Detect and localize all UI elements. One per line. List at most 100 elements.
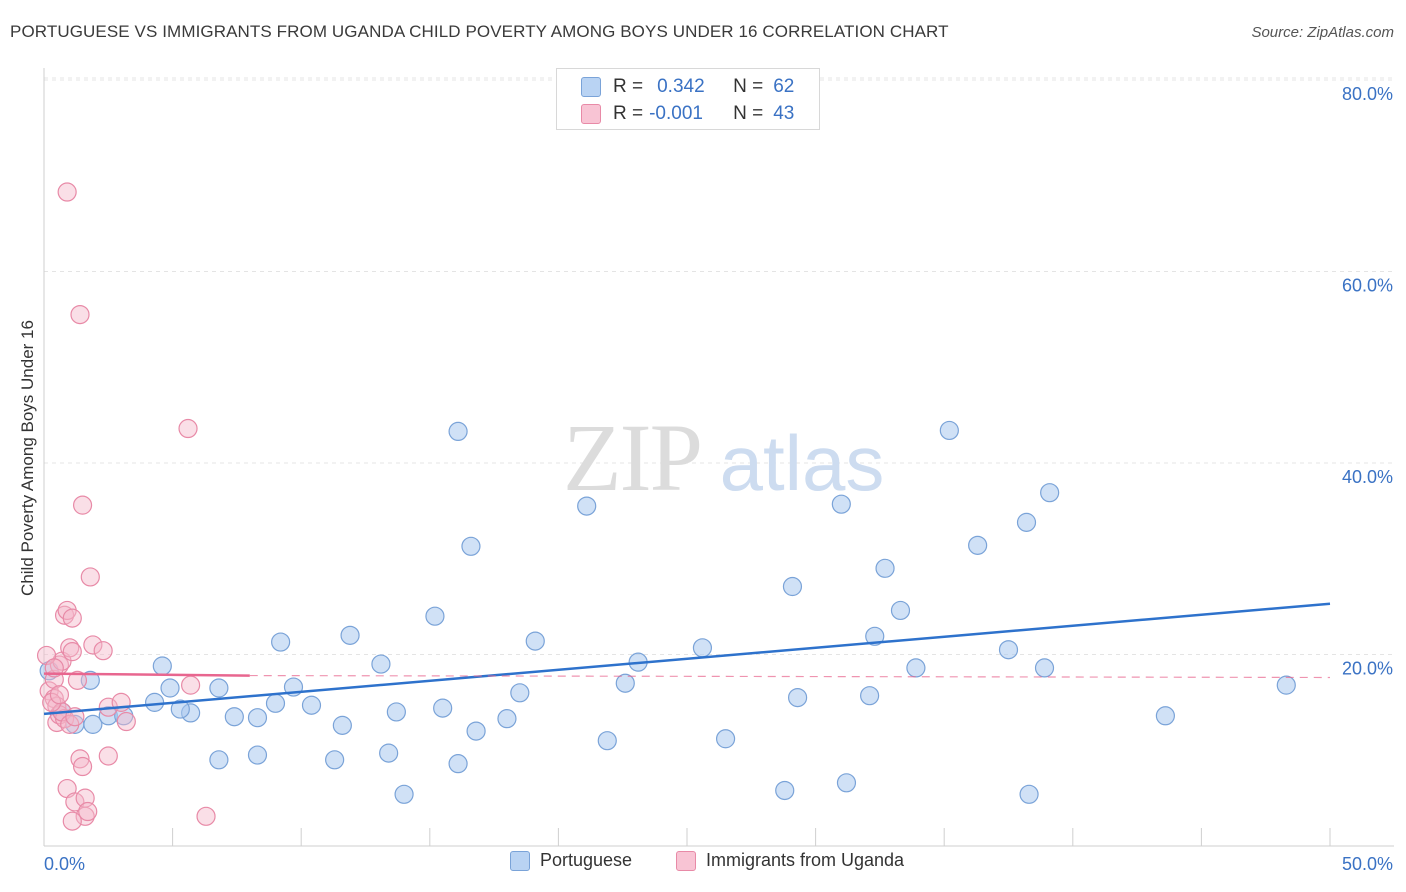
n-label: N =	[733, 76, 764, 97]
y-tick-label: 60.0%	[1342, 276, 1393, 296]
trend-line-portuguese	[43, 602, 1331, 716]
r-value: -0.001	[649, 103, 703, 124]
point-uganda	[116, 711, 136, 732]
point-portuguese	[715, 729, 736, 749]
point-portuguese	[170, 699, 190, 719]
point-portuguese	[615, 673, 635, 693]
point-uganda	[62, 811, 82, 831]
point-portuguese	[371, 654, 391, 674]
legend-item-portuguese[interactable]: Portuguese	[510, 850, 632, 871]
point-portuguese	[425, 606, 445, 626]
point-portuguese	[775, 780, 795, 801]
point-uganda	[181, 675, 201, 695]
point-portuguese	[968, 535, 988, 555]
n-value: 43	[773, 103, 795, 124]
point-portuguese	[865, 626, 885, 646]
axis-labels: Child Poverty Among Boys Under 16	[18, 320, 37, 596]
y-tick-label: 80.0%	[1342, 84, 1393, 104]
watermark-atlas: atlas	[720, 419, 885, 507]
point-uganda	[83, 635, 103, 655]
point-portuguese	[224, 707, 244, 727]
point-portuguese	[1155, 706, 1175, 726]
legend-swatch-portuguese	[510, 850, 530, 871]
point-portuguese	[782, 576, 803, 597]
point-portuguese	[325, 750, 345, 770]
point-uganda	[98, 746, 118, 766]
point-uganda	[70, 749, 90, 769]
point-uganda	[72, 495, 93, 515]
point-portuguese	[787, 687, 808, 708]
point-portuguese	[265, 693, 286, 713]
point-uganda	[62, 642, 82, 662]
axes: 20.0% 40.0% 60.0% 80.0% 0.0% 50.0%	[43, 68, 1394, 874]
point-uganda	[70, 304, 90, 325]
point-uganda	[78, 801, 98, 822]
point-uganda	[44, 658, 64, 678]
stats-swatch-uganda	[581, 104, 601, 124]
chart-legend: Portuguese Immigrants from Uganda	[0, 850, 1406, 880]
legend-swatch-uganda	[676, 850, 696, 871]
point-portuguese	[271, 632, 291, 652]
r-value: 0.342	[657, 76, 705, 97]
point-portuguese	[379, 743, 399, 763]
point-portuguese	[209, 678, 229, 698]
stats-swatch-portuguese	[581, 77, 601, 97]
point-portuguese	[497, 709, 517, 729]
legend-item-uganda[interactable]: Immigrants from Uganda	[676, 850, 904, 871]
point-portuguese	[332, 715, 352, 735]
point-uganda	[72, 756, 93, 777]
point-portuguese	[301, 695, 322, 715]
point-uganda	[57, 182, 77, 202]
y-axis-label: Child Poverty Among Boys Under 16	[18, 320, 37, 596]
point-portuguese	[448, 421, 468, 442]
point-uganda	[65, 792, 85, 812]
grid-lines	[44, 77, 1394, 655]
point-portuguese	[160, 678, 180, 698]
point-portuguese	[144, 692, 165, 712]
point-portuguese	[692, 638, 713, 658]
point-uganda	[49, 685, 70, 705]
point-portuguese	[448, 754, 468, 774]
n-label: N =	[733, 103, 764, 124]
point-uganda	[67, 670, 88, 690]
correlation-stats-box: R = 0.342 N = 62 R = -0.001 N = 43	[556, 68, 820, 130]
point-uganda	[93, 641, 113, 661]
point-portuguese	[1276, 675, 1296, 695]
point-portuguese	[83, 714, 103, 734]
watermark-zip: ZIP	[563, 404, 701, 511]
stats-row-uganda: R = -0.001 N = 43	[581, 102, 794, 126]
point-portuguese	[831, 494, 851, 514]
stats-row-portuguese: R = 0.342 N = 62	[581, 75, 794, 99]
point-portuguese	[340, 625, 360, 645]
point-uganda	[178, 418, 198, 439]
chart-title: PORTUGUESE VS IMMIGRANTS FROM UGANDA CHI…	[10, 22, 949, 41]
point-portuguese	[466, 721, 486, 741]
r-label: R =	[613, 76, 644, 97]
point-portuguese	[939, 420, 959, 441]
point-portuguese	[386, 702, 406, 722]
point-portuguese	[433, 698, 453, 718]
point-uganda	[80, 567, 100, 587]
source-label: Source: ZipAtlas.com	[1251, 24, 1394, 41]
trend-line-uganda-extension	[249, 674, 1331, 679]
n-value: 62	[773, 76, 795, 97]
point-portuguese	[247, 708, 268, 728]
legend-label-uganda: Immigrants from Uganda	[706, 850, 905, 870]
point-uganda	[62, 608, 82, 628]
point-portuguese	[510, 683, 530, 703]
point-portuguese	[209, 750, 229, 770]
point-portuguese	[1040, 483, 1060, 503]
point-portuguese	[1034, 658, 1055, 678]
point-uganda	[42, 692, 62, 712]
point-portuguese	[152, 656, 172, 676]
point-portuguese	[1019, 784, 1039, 804]
x-tick-label: 50.0%	[1342, 854, 1393, 874]
legend-label-portuguese: Portuguese	[540, 850, 633, 870]
y-tick-label: 40.0%	[1342, 467, 1393, 487]
point-portuguese	[247, 745, 268, 765]
point-portuguese	[836, 773, 857, 793]
trend-lines	[43, 602, 1331, 716]
trend-line-uganda	[43, 672, 250, 677]
point-portuguese	[998, 640, 1019, 660]
point-portuguese	[394, 784, 414, 804]
